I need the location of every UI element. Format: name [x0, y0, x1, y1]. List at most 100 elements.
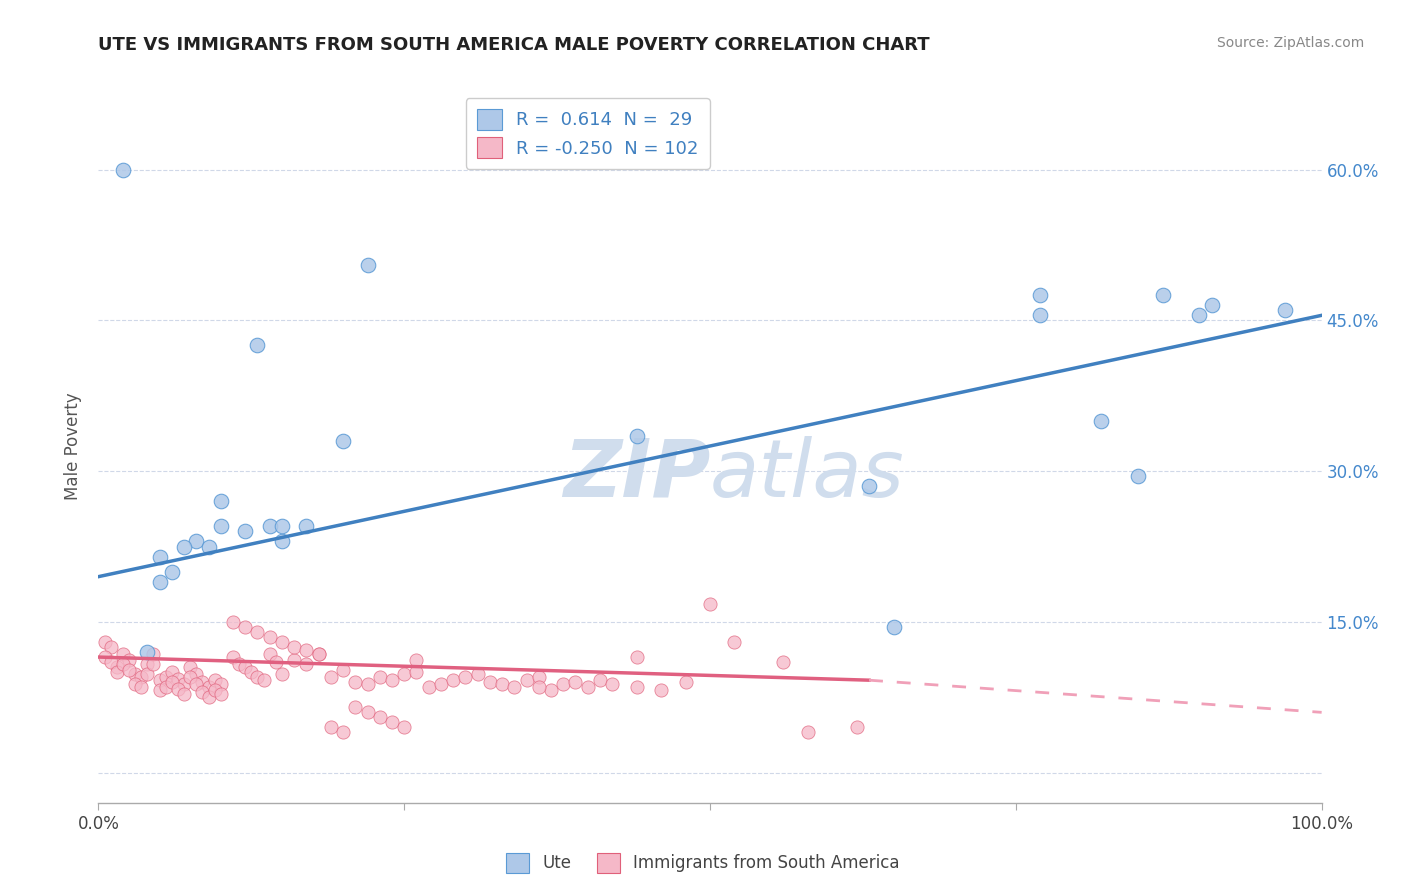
Point: [356, 706, 378, 720]
Text: atlas: atlas: [710, 435, 905, 514]
Point: [527, 670, 550, 684]
Point: [319, 720, 342, 734]
Point: [118, 663, 141, 677]
Point: [1152, 288, 1174, 302]
Point: [179, 660, 201, 674]
Point: [1029, 288, 1052, 302]
Point: [430, 677, 453, 691]
Point: [173, 540, 195, 554]
Point: [228, 657, 250, 672]
Point: [564, 675, 586, 690]
Point: [93, 635, 115, 649]
Point: [441, 673, 464, 688]
Point: [100, 640, 122, 654]
Point: [197, 690, 219, 705]
Point: [675, 675, 697, 690]
Y-axis label: Male Poverty: Male Poverty: [65, 392, 83, 500]
Point: [405, 653, 427, 667]
Point: [356, 258, 378, 272]
Point: [129, 670, 152, 684]
Point: [1128, 469, 1150, 483]
Point: [392, 720, 416, 734]
Point: [772, 655, 794, 669]
Point: [883, 620, 905, 634]
Point: [155, 680, 177, 694]
Point: [332, 663, 354, 677]
Point: [136, 657, 159, 672]
Point: [173, 687, 195, 701]
Point: [381, 673, 404, 688]
Point: [1090, 414, 1112, 428]
Point: [295, 643, 318, 657]
Point: [1188, 309, 1211, 323]
Point: [259, 647, 281, 661]
Point: [589, 673, 612, 688]
Point: [515, 673, 537, 688]
Point: [332, 725, 354, 739]
Point: [191, 675, 214, 690]
Point: [259, 519, 281, 533]
Point: [270, 635, 294, 649]
Point: [478, 675, 501, 690]
Point: [270, 519, 294, 533]
Point: [186, 534, 208, 549]
Point: [149, 683, 172, 698]
Point: [797, 725, 820, 739]
Point: [283, 653, 305, 667]
Point: [1201, 298, 1223, 312]
Point: [1274, 303, 1296, 318]
Point: [650, 683, 672, 698]
Point: [392, 667, 416, 681]
Point: [100, 655, 122, 669]
Point: [576, 680, 599, 694]
Point: [295, 657, 318, 672]
Point: [136, 667, 159, 681]
Point: [111, 657, 134, 672]
Point: [111, 162, 134, 177]
Point: [204, 683, 226, 698]
Point: [179, 670, 201, 684]
Point: [149, 673, 172, 688]
Point: [319, 670, 342, 684]
Point: [240, 665, 263, 680]
Point: [209, 677, 232, 691]
Point: [233, 660, 256, 674]
Point: [270, 667, 294, 681]
Point: [600, 677, 623, 691]
Point: [381, 715, 404, 730]
Point: [197, 540, 219, 554]
Point: [553, 677, 575, 691]
Point: [344, 675, 367, 690]
Point: [368, 670, 391, 684]
Point: [149, 549, 172, 564]
Point: [699, 597, 721, 611]
Point: [246, 670, 269, 684]
Point: [209, 687, 232, 701]
Point: [503, 680, 526, 694]
Point: [723, 635, 745, 649]
Point: [186, 677, 208, 691]
Point: [93, 650, 115, 665]
Point: [160, 565, 183, 579]
Point: [246, 338, 269, 352]
Point: [118, 653, 141, 667]
Point: [129, 680, 152, 694]
Point: [527, 680, 550, 694]
Point: [149, 574, 172, 589]
Point: [540, 683, 562, 698]
Point: [626, 680, 648, 694]
Point: [252, 673, 274, 688]
Point: [295, 519, 318, 533]
Point: [246, 624, 269, 639]
Legend: R =  0.614  N =  29, R = -0.250  N = 102: R = 0.614 N = 29, R = -0.250 N = 102: [465, 98, 710, 169]
Point: [167, 682, 190, 697]
Point: [142, 647, 165, 661]
Point: [222, 650, 245, 665]
Point: [160, 675, 183, 690]
Point: [626, 429, 648, 443]
Point: [136, 645, 159, 659]
Point: [204, 673, 226, 688]
Point: [1029, 309, 1052, 323]
Point: [259, 630, 281, 644]
Point: [344, 700, 367, 714]
